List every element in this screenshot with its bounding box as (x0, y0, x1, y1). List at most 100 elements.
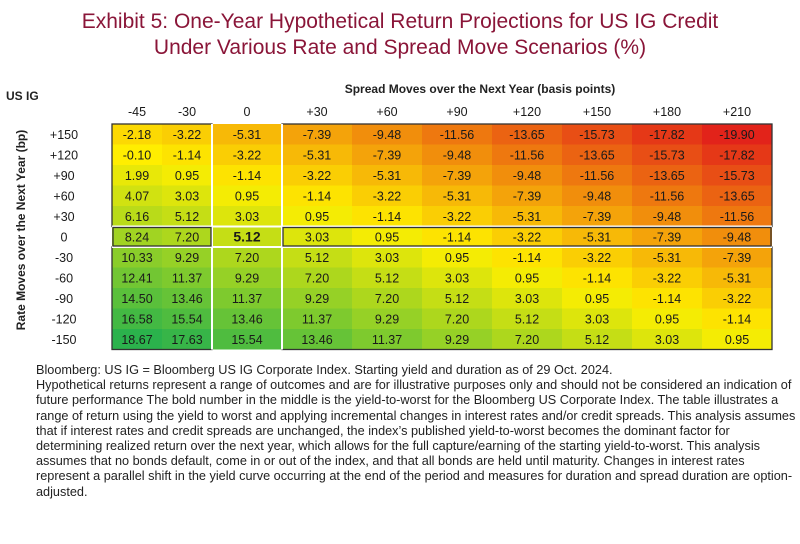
heatmap-cell (492, 329, 562, 350)
heatmap-cell (162, 144, 212, 165)
cell-value-label: -1.14 (303, 189, 332, 203)
heatmap-cell (562, 165, 632, 186)
heatmap-cell (632, 308, 702, 329)
heatmap-cell (212, 124, 282, 145)
cell-value-label: 17.63 (171, 333, 202, 347)
cell-value-label: -19.90 (719, 128, 754, 142)
cell-value-label: -11.56 (580, 169, 615, 183)
row-header-label: +90 (53, 169, 74, 183)
cell-value-label: -11.56 (720, 210, 755, 224)
cell-value-label: -17.82 (719, 148, 754, 162)
cell-value-label: 3.03 (305, 230, 329, 244)
heatmap-cell (282, 124, 352, 145)
cell-value-label: -1.14 (173, 148, 202, 162)
heatmap-cell (112, 206, 162, 227)
heatmap-cell (212, 308, 282, 329)
heatmap-cell (282, 329, 352, 350)
cell-value-label: 0.95 (235, 189, 259, 203)
heatmap-cell (562, 288, 632, 309)
cell-value-label: -7.39 (513, 189, 542, 203)
heatmap-cell (562, 226, 632, 247)
row-header-label: -60 (55, 271, 73, 285)
cell-value-label: 14.50 (121, 292, 152, 306)
heatmap-cell (632, 206, 702, 227)
heatmap-cell (282, 267, 352, 288)
heatmap-cell (702, 124, 772, 145)
heatmap-cell (282, 206, 352, 227)
heatmap-cell (212, 329, 282, 350)
cell-value-label: 5.12 (585, 333, 609, 347)
cell-value-label: -5.31 (583, 230, 612, 244)
heatmap-chart: -2.18 -3.22 -5.31 -7.39 -9.48 -11.56 -13.65 -15… (50, 105, 773, 351)
heatmap-cell (492, 144, 562, 165)
heatmap-cell (162, 267, 212, 288)
heatmap-cell (492, 288, 562, 309)
cell-value-label: -17.82 (649, 128, 684, 142)
heatmap-cell (112, 165, 162, 186)
heatmap-cell (702, 226, 772, 247)
cell-value-label: 3.03 (515, 292, 539, 306)
cell-value-label: 4.07 (125, 189, 149, 203)
heatmap-cell (702, 329, 772, 350)
heatmap-cell (562, 329, 632, 350)
cell-value-label: -11.56 (650, 189, 685, 203)
cell-value-label: 7.20 (305, 271, 329, 285)
cell-value-label: 9.29 (305, 292, 329, 306)
cell-value-label: 5.12 (515, 312, 539, 326)
heatmap-cell (422, 165, 492, 186)
heatmap-cell (212, 267, 282, 288)
cell-value-label: 7.20 (235, 251, 259, 265)
cell-value-label: -9.48 (723, 230, 752, 244)
chart-title-line-2: Under Various Rate and Spread Move Scena… (153, 36, 647, 59)
cell-value-label: 9.29 (375, 312, 399, 326)
cell-value-label: -5.31 (513, 210, 542, 224)
heatmap-cell (162, 124, 212, 145)
cell-value-label: 5.12 (175, 210, 199, 224)
row-header-label: -30 (55, 251, 73, 265)
heatmap-cell (212, 226, 282, 247)
cell-value-label: -1.14 (443, 230, 472, 244)
cell-value-label: 3.03 (175, 189, 199, 203)
cell-value-label: -1.14 (583, 271, 612, 285)
column-header-label: -45 (128, 105, 146, 119)
cell-value-label: 11.37 (172, 271, 202, 285)
heatmap-cell (632, 267, 702, 288)
row-header-label: +120 (50, 148, 78, 162)
heatmap-cell (162, 288, 212, 309)
footnote-disclaimer: Hypothetical returns represent a range o… (36, 378, 796, 499)
cell-value-label: 8.24 (125, 230, 149, 244)
heatmap-cell (282, 247, 352, 268)
cell-value-label: 9.29 (175, 251, 199, 265)
cell-value-label: 9.29 (235, 271, 259, 285)
column-header-label: +90 (446, 105, 467, 119)
column-header-label: -30 (178, 105, 196, 119)
cell-value-label: -13.65 (649, 169, 684, 183)
cell-value-label: 5.12 (305, 251, 329, 265)
row-header-label: -150 (51, 333, 76, 347)
heatmap-cell (162, 226, 212, 247)
cell-value-label: 0.95 (175, 169, 199, 183)
heatmap-cell (632, 124, 702, 145)
heatmap-cell (352, 144, 422, 165)
cell-value-label: -7.39 (653, 230, 682, 244)
heatmap-cell (492, 308, 562, 329)
x-axis-title: Spread Moves over the Next Year (basis p… (344, 82, 616, 96)
column-header-label: +210 (723, 105, 751, 119)
cell-value-label: 0.95 (585, 292, 609, 306)
cell-value-label: 7.20 (175, 230, 199, 244)
cell-value-label: -5.31 (233, 128, 262, 142)
heatmap-cell (422, 226, 492, 247)
cell-value-label: -3.22 (653, 271, 682, 285)
heatmap-cell (632, 226, 702, 247)
heatmap-cell (112, 124, 162, 145)
cell-value-label: 9.29 (445, 333, 469, 347)
heatmap-cell (352, 329, 422, 350)
cell-value-label: 3.03 (585, 312, 609, 326)
corner-label: US IG (6, 89, 39, 103)
heatmap-cell (632, 185, 702, 206)
cell-value-label: 11.37 (372, 333, 402, 347)
cell-value-label: 5.12 (375, 271, 399, 285)
cell-value-label: 3.03 (375, 251, 399, 265)
heatmap-cell (212, 165, 282, 186)
heatmap-cell (112, 226, 162, 247)
